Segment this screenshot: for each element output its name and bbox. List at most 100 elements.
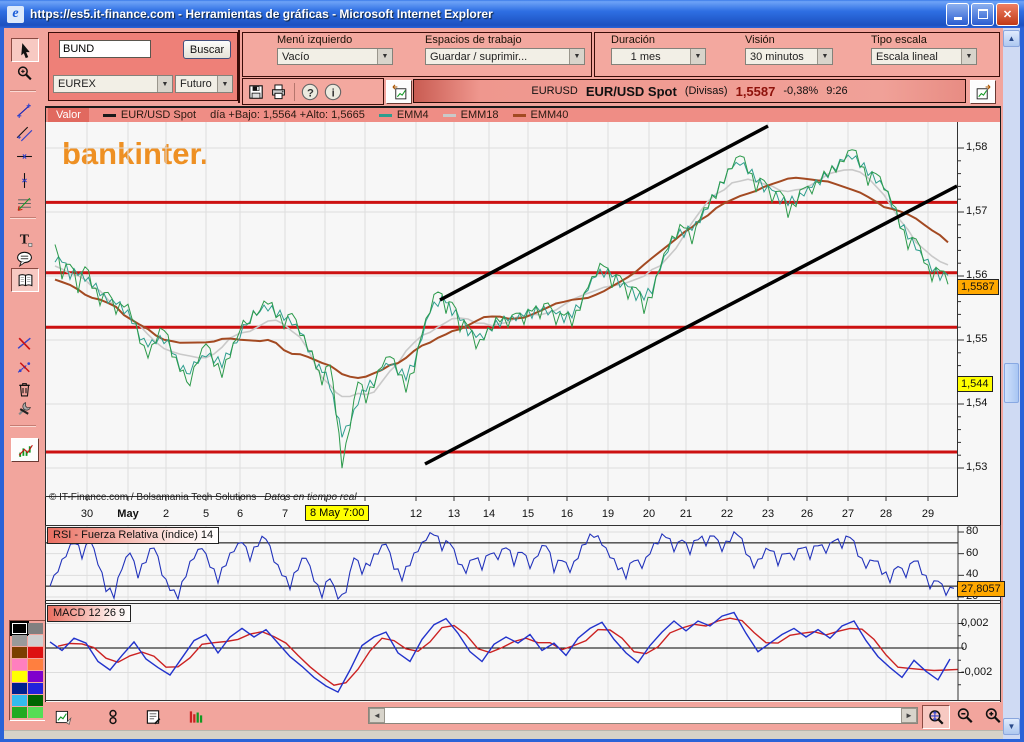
vision-select[interactable]: 30 minutos ▼	[745, 48, 833, 65]
color-swatch[interactable]	[28, 695, 43, 706]
horizontal-scrollbar[interactable]: ◄ ►	[368, 707, 918, 724]
workspaces-select[interactable]: Guardar / suprimir... ▼	[425, 48, 585, 65]
exchange-select[interactable]: EUREX ▼	[53, 75, 173, 93]
menu-panel: Menú izquierdo Vacío ▼ Espacios de traba…	[242, 32, 592, 77]
color-swatch[interactable]	[28, 671, 43, 682]
channel-tool[interactable]	[11, 122, 37, 144]
file-actions-strip: ? i	[242, 78, 384, 105]
indicator-glyph	[109, 709, 117, 725]
zoom-fit-button[interactable]	[922, 705, 950, 729]
restore-button[interactable]	[971, 2, 994, 26]
color-swatch[interactable]	[12, 647, 27, 658]
color-swatch[interactable]	[12, 635, 27, 646]
color-swatch[interactable]	[28, 659, 43, 670]
chevron-down-icon[interactable]: ▼	[157, 76, 172, 92]
delete-points-tool[interactable]	[11, 356, 37, 378]
info-icon[interactable]: i	[324, 83, 342, 101]
time-tick-label: 28	[879, 508, 893, 520]
zoom-out-button[interactable]	[952, 705, 978, 727]
color-swatch[interactable]	[12, 695, 27, 706]
color-swatch[interactable]	[12, 707, 27, 718]
scale-type-select[interactable]: Escala lineal ▼	[871, 48, 977, 65]
status-strip	[4, 730, 1020, 740]
color-swatch[interactable]	[28, 623, 43, 634]
notes-button[interactable]	[140, 706, 166, 728]
copyright-text: © IT-Finance.com / Bolsamania Tech Solut…	[49, 492, 257, 503]
previous-chart-button[interactable]	[386, 80, 412, 104]
trendline-icon	[16, 103, 31, 118]
instrument-value: Futuro	[180, 78, 212, 90]
color-swatch[interactable]	[12, 659, 27, 670]
scroll-right-icon[interactable]: ►	[901, 708, 917, 723]
vertical-scrollbar[interactable]: ▲ ▼	[1003, 28, 1020, 739]
chevron-down-icon[interactable]: ▼	[377, 49, 392, 64]
vline-icon	[21, 172, 27, 188]
svg-text:T: T	[19, 231, 28, 246]
chevron-down-icon[interactable]: ▼	[569, 49, 584, 64]
window-border-left	[0, 28, 4, 742]
zoom-tool[interactable]	[11, 62, 37, 84]
color-swatch[interactable]	[12, 671, 27, 682]
pointer-tool[interactable]	[11, 38, 39, 62]
day-range-text: día +Bajo: 1,5564 +Alto: 1,5665	[210, 109, 365, 121]
chart-style-button[interactable]	[11, 438, 39, 462]
color-swatch[interactable]	[12, 623, 27, 634]
delete-line-tool[interactable]	[11, 332, 37, 354]
scrollbar-thumb[interactable]	[1004, 363, 1019, 403]
rsi-tick-label: 60	[966, 546, 979, 559]
fibonacci-tool[interactable]	[11, 192, 37, 214]
settings-tool[interactable]	[11, 397, 37, 419]
time-tick-label: 7	[281, 508, 289, 520]
histogram-button[interactable]	[183, 706, 209, 728]
minimize-button[interactable]	[946, 2, 969, 26]
new-chart-button[interactable]	[50, 706, 76, 728]
zoom-in-button[interactable]	[980, 705, 1006, 727]
macd-title-chip[interactable]: MACD 12 26 9	[47, 605, 132, 622]
instrument-select[interactable]: Futuro ▼	[175, 75, 233, 93]
search-input[interactable]	[59, 40, 151, 58]
chevron-down-icon[interactable]: ▼	[689, 49, 705, 64]
pointer-icon	[20, 42, 30, 58]
trash-tool[interactable]	[11, 377, 37, 399]
vertical-line-tool[interactable]	[11, 169, 37, 191]
search-button[interactable]: Buscar	[183, 40, 231, 59]
macd-tick-label: 0,002	[961, 616, 989, 629]
chevron-down-icon[interactable]: ▼	[961, 49, 976, 64]
notebook-tool[interactable]	[11, 268, 39, 292]
title-bar[interactable]: e https://es5.it-finance.com - Herramien…	[0, 0, 1024, 28]
duration-value: 1 mes	[630, 50, 661, 63]
left-menu-select[interactable]: Vacío ▼	[277, 48, 393, 65]
horizontal-line-tool[interactable]	[11, 145, 37, 167]
chevron-down-icon[interactable]: ▼	[217, 76, 232, 92]
time-tick-label: 20	[642, 508, 656, 520]
print-icon[interactable]	[269, 82, 288, 101]
color-swatch[interactable]	[28, 683, 43, 694]
scroll-down-icon[interactable]: ▼	[1003, 718, 1020, 735]
trendline-tool[interactable]	[11, 99, 37, 121]
scroll-left-icon[interactable]: ◄	[369, 708, 385, 723]
color-swatch[interactable]	[28, 647, 43, 658]
internet-explorer-icon: e	[7, 5, 24, 23]
close-button[interactable]: ✕	[996, 2, 1019, 26]
text-tool[interactable]: T	[11, 227, 37, 249]
price-tick-label: 1,58	[966, 141, 988, 153]
macd-plot[interactable]	[45, 603, 1001, 702]
comment-tool[interactable]	[11, 247, 37, 269]
duration-select[interactable]: 1 mes ▼	[611, 48, 706, 65]
help-icon[interactable]: ?	[301, 83, 319, 101]
rsi-title-chip[interactable]: RSI - Fuerza Relativa (índice) 14	[47, 527, 220, 544]
chevron-down-icon[interactable]: ▼	[817, 49, 832, 64]
legend-item: EMM4	[378, 109, 429, 121]
indicators-button[interactable]	[100, 706, 126, 728]
color-swatch[interactable]	[12, 683, 27, 694]
legend-label: EUR/USD Spot	[120, 109, 197, 121]
instrument-search-panel: Buscar EUREX ▼ Futuro ▼	[48, 32, 238, 101]
scroll-up-icon[interactable]: ▲	[1003, 30, 1020, 47]
save-icon[interactable]	[247, 83, 265, 101]
color-swatch[interactable]	[28, 635, 43, 646]
color-swatch[interactable]	[28, 707, 43, 718]
comment-icon	[16, 251, 32, 267]
main-chart-plot[interactable]	[45, 122, 1001, 524]
time-tick-label: 6	[236, 508, 244, 520]
next-chart-button[interactable]	[970, 80, 996, 104]
